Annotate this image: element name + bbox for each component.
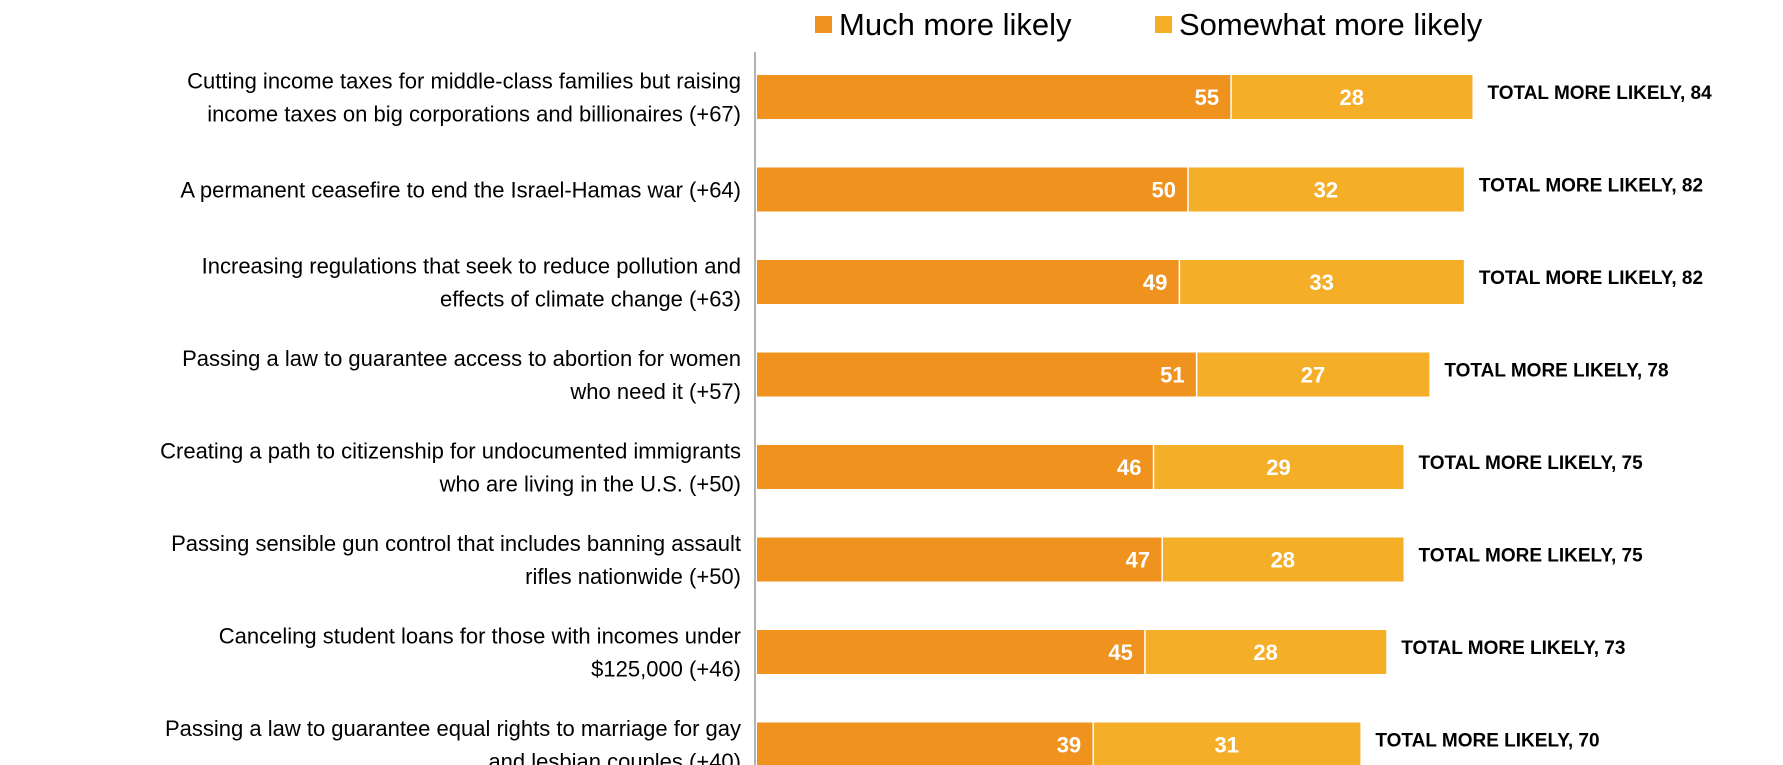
bar-much-more-likely bbox=[757, 260, 1180, 304]
value-label-much-more-likely: 55 bbox=[1195, 85, 1219, 110]
chart-rows: Cutting income taxes for middle-class fa… bbox=[160, 69, 1712, 765]
category-label-line: who are living in the U.S. (+50) bbox=[439, 472, 741, 497]
bar-somewhat-more-likely bbox=[1179, 260, 1464, 304]
chart-row: Increasing regulations that seek to redu… bbox=[202, 254, 1703, 312]
value-label-somewhat-more-likely: 27 bbox=[1301, 363, 1325, 388]
category-label: Canceling student loans for those with i… bbox=[219, 624, 741, 682]
total-more-likely-label: TOTAL MORE LIKELY, 82 bbox=[1479, 268, 1703, 289]
value-label-somewhat-more-likely: 28 bbox=[1271, 548, 1295, 573]
category-label-line: Increasing regulations that seek to redu… bbox=[202, 254, 741, 279]
bar-somewhat-more-likely bbox=[1093, 722, 1361, 765]
bar-much-more-likely bbox=[757, 352, 1197, 397]
legend-item-much-more-likely-swatch bbox=[815, 16, 832, 33]
value-label-much-more-likely: 51 bbox=[1160, 363, 1184, 388]
category-label: Cutting income taxes for middle-class fa… bbox=[187, 69, 741, 127]
bar-much-more-likely bbox=[757, 722, 1094, 765]
total-more-likely-label: TOTAL MORE LIKELY, 73 bbox=[1401, 638, 1625, 659]
value-label-somewhat-more-likely: 33 bbox=[1309, 270, 1333, 295]
bar-somewhat-more-likely bbox=[1196, 352, 1430, 397]
category-label-line: A permanent ceasefire to end the Israel-… bbox=[180, 178, 741, 203]
value-label-much-more-likely: 39 bbox=[1057, 733, 1081, 758]
bar-somewhat-more-likely bbox=[1144, 630, 1387, 674]
bar-much-more-likely bbox=[757, 630, 1145, 674]
category-label-line: Creating a path to citizenship for undoc… bbox=[160, 439, 741, 464]
chart-row: Canceling student loans for those with i… bbox=[219, 624, 1626, 682]
bar-somewhat-more-likely bbox=[1188, 167, 1464, 212]
category-label: Increasing regulations that seek to redu… bbox=[202, 254, 741, 312]
total-more-likely-label: TOTAL MORE LIKELY, 82 bbox=[1479, 176, 1703, 197]
value-label-much-more-likely: 50 bbox=[1152, 178, 1176, 203]
legend-item-somewhat-more-likely-label: Somewhat more likely bbox=[1179, 7, 1483, 42]
category-label: Passing a law to guarantee equal rights … bbox=[165, 716, 741, 765]
value-label-somewhat-more-likely: 29 bbox=[1266, 455, 1290, 480]
category-label-line: Passing a law to guarantee access to abo… bbox=[182, 346, 741, 371]
chart-row: Passing a law to guarantee equal rights … bbox=[165, 716, 1600, 765]
bar-much-more-likely bbox=[757, 537, 1163, 582]
category-label: Passing a law to guarantee access to abo… bbox=[182, 346, 741, 404]
bar-somewhat-more-likely bbox=[1153, 445, 1404, 489]
bar-somewhat-more-likely bbox=[1162, 537, 1404, 582]
category-label-line: rifles nationwide (+50) bbox=[525, 564, 741, 589]
value-label-much-more-likely: 46 bbox=[1117, 455, 1141, 480]
total-more-likely-label: TOTAL MORE LIKELY, 78 bbox=[1444, 361, 1668, 382]
category-label-line: effects of climate change (+63) bbox=[440, 287, 741, 312]
legend-item-much-more-likely-label: Much more likely bbox=[839, 7, 1072, 42]
total-more-likely-label: TOTAL MORE LIKELY, 75 bbox=[1419, 546, 1644, 567]
chart-row: Creating a path to citizenship for undoc… bbox=[160, 439, 1643, 497]
total-more-likely-label: TOTAL MORE LIKELY, 75 bbox=[1419, 453, 1644, 474]
value-label-much-more-likely: 49 bbox=[1143, 270, 1167, 295]
category-label: Creating a path to citizenship for undoc… bbox=[160, 439, 741, 497]
bar-much-more-likely bbox=[757, 75, 1232, 119]
category-label-line: income taxes on big corporations and bil… bbox=[207, 102, 741, 127]
chart-row: Passing a law to guarantee access to abo… bbox=[182, 346, 1668, 404]
value-label-somewhat-more-likely: 31 bbox=[1215, 733, 1239, 758]
category-label-line: Cutting income taxes for middle-class fa… bbox=[187, 69, 741, 94]
category-label-line: Passing sensible gun control that includ… bbox=[171, 531, 741, 556]
legend-item-somewhat-more-likely-swatch bbox=[1155, 16, 1172, 33]
value-label-much-more-likely: 45 bbox=[1108, 640, 1132, 665]
value-label-somewhat-more-likely: 28 bbox=[1253, 640, 1277, 665]
category-label-line: $125,000 (+46) bbox=[591, 657, 741, 682]
chart-row: A permanent ceasefire to end the Israel-… bbox=[180, 167, 1703, 212]
bar-much-more-likely bbox=[757, 445, 1154, 489]
category-label: Passing sensible gun control that includ… bbox=[171, 531, 741, 589]
total-more-likely-label: TOTAL MORE LIKELY, 70 bbox=[1375, 731, 1599, 752]
category-label-line: Canceling student loans for those with i… bbox=[219, 624, 741, 649]
bar-somewhat-more-likely bbox=[1231, 75, 1473, 119]
chart-row: Cutting income taxes for middle-class fa… bbox=[187, 69, 1712, 127]
chart-row: Passing sensible gun control that includ… bbox=[171, 531, 1643, 589]
value-label-somewhat-more-likely: 28 bbox=[1340, 85, 1364, 110]
value-label-much-more-likely: 47 bbox=[1126, 548, 1150, 573]
value-label-somewhat-more-likely: 32 bbox=[1314, 178, 1338, 203]
category-label: A permanent ceasefire to end the Israel-… bbox=[180, 178, 741, 203]
bar-much-more-likely bbox=[757, 167, 1188, 212]
total-more-likely-label: TOTAL MORE LIKELY, 84 bbox=[1487, 83, 1712, 104]
category-label-line: who need it (+57) bbox=[569, 379, 741, 404]
category-label-line: Passing a law to guarantee equal rights … bbox=[165, 716, 741, 741]
category-label-line: and lesbian couples (+40) bbox=[488, 749, 741, 765]
chart-legend: Much more likely Somewhat more likely bbox=[815, 7, 1483, 42]
